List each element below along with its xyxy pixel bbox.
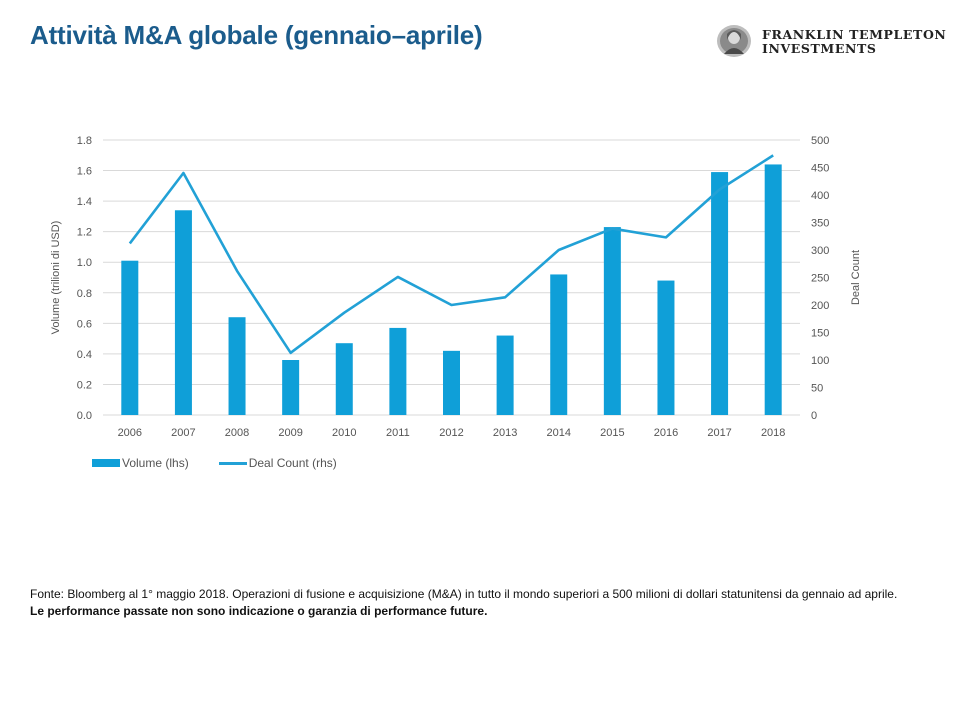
x-tick-label: 2007 [171,427,195,439]
page-title: Attività M&A globale (gennaio–aprile) [30,20,483,50]
y-tick-label: 0.2 [77,379,92,391]
y-tick-label: 1.6 [77,166,92,178]
y2-tick-label: 0 [811,410,817,422]
x-tick-label: 2010 [332,427,356,439]
y-tick-label: 1.0 [77,257,92,269]
bar-volume [496,335,514,415]
y2-tick-label: 250 [811,273,829,285]
x-tick-label: 2018 [761,427,785,439]
footer-notes: Fonte: Bloomberg al 1° maggio 2018. Oper… [30,586,930,620]
y2-tick-label: 100 [811,355,829,367]
bar-volume [335,343,353,415]
bar-volume [282,360,300,415]
footer-source: Fonte: Bloomberg al 1° maggio 2018. Oper… [30,587,898,601]
y-tick-label: 1.4 [77,196,92,208]
legend-bar-swatch [92,459,120,467]
bar-volume [657,280,675,415]
x-tick-label: 2017 [707,427,731,439]
footer-disclaimer: Le performance passate non sono indicazi… [30,604,488,618]
bar-volume [711,172,729,415]
y-tick-label: 0.0 [77,410,92,422]
chart-legend: Volume (lhs) Deal Count (rhs) [92,456,367,470]
y-tick-label: 0.8 [77,288,92,300]
logo-text-line2: INVESTMENTS [762,41,877,56]
bar-volume [603,227,621,415]
legend-deal-count-label: Deal Count (rhs) [248,456,337,470]
bar-volume [121,260,139,415]
y-tick-label: 1.8 [77,135,92,147]
bar-volume [550,274,568,415]
legend-line-swatch [218,461,247,465]
legend-item-volume: Volume (lhs) [92,456,189,470]
bar-volume [228,317,246,415]
y2-tick-label: 150 [811,328,829,340]
y2-tick-label: 450 [811,163,829,175]
bar-volume [443,350,460,415]
x-tick-label: 2013 [493,427,517,439]
x-tick-label: 2012 [439,427,463,439]
x-tick-label: 2008 [225,427,249,439]
franklin-portrait-seal-icon [717,25,751,57]
y2-tick-label: 400 [811,190,829,202]
y2-tick-label: 350 [811,218,829,230]
x-tick-label: 2016 [654,427,678,439]
legend-volume-label: Volume (lhs) [122,456,189,470]
deal-count-line [128,154,774,355]
x-tick-label: 2015 [600,427,624,439]
bar-volume [764,164,782,415]
y-tick-label: 1.2 [77,227,92,239]
x-tick-label: 2006 [118,427,142,439]
x-tick-label: 2014 [546,427,570,439]
x-tick-label: 2009 [278,427,302,439]
y-tick-label: 0.6 [77,318,92,330]
franklin-templeton-logo: FRANKLIN TEMPLETON INVESTMENTS [716,24,946,60]
y2-tick-label: 300 [811,245,829,257]
y2-tick-label: 50 [811,383,823,395]
legend-item-deal-count: Deal Count (rhs) [218,456,337,470]
y2-tick-label: 200 [811,300,829,312]
x-tick-label: 2011 [386,427,410,439]
y-tick-label: 0.4 [77,349,92,361]
logo-text-line1: FRANKLIN TEMPLETON [762,27,947,42]
y2-axis-label: Deal Count [850,250,862,305]
bar-volume [174,210,192,415]
y2-tick-label: 500 [811,135,829,147]
y-axis-label: Volume (trilioni di USD) [50,221,62,335]
bar-volume [389,327,407,415]
